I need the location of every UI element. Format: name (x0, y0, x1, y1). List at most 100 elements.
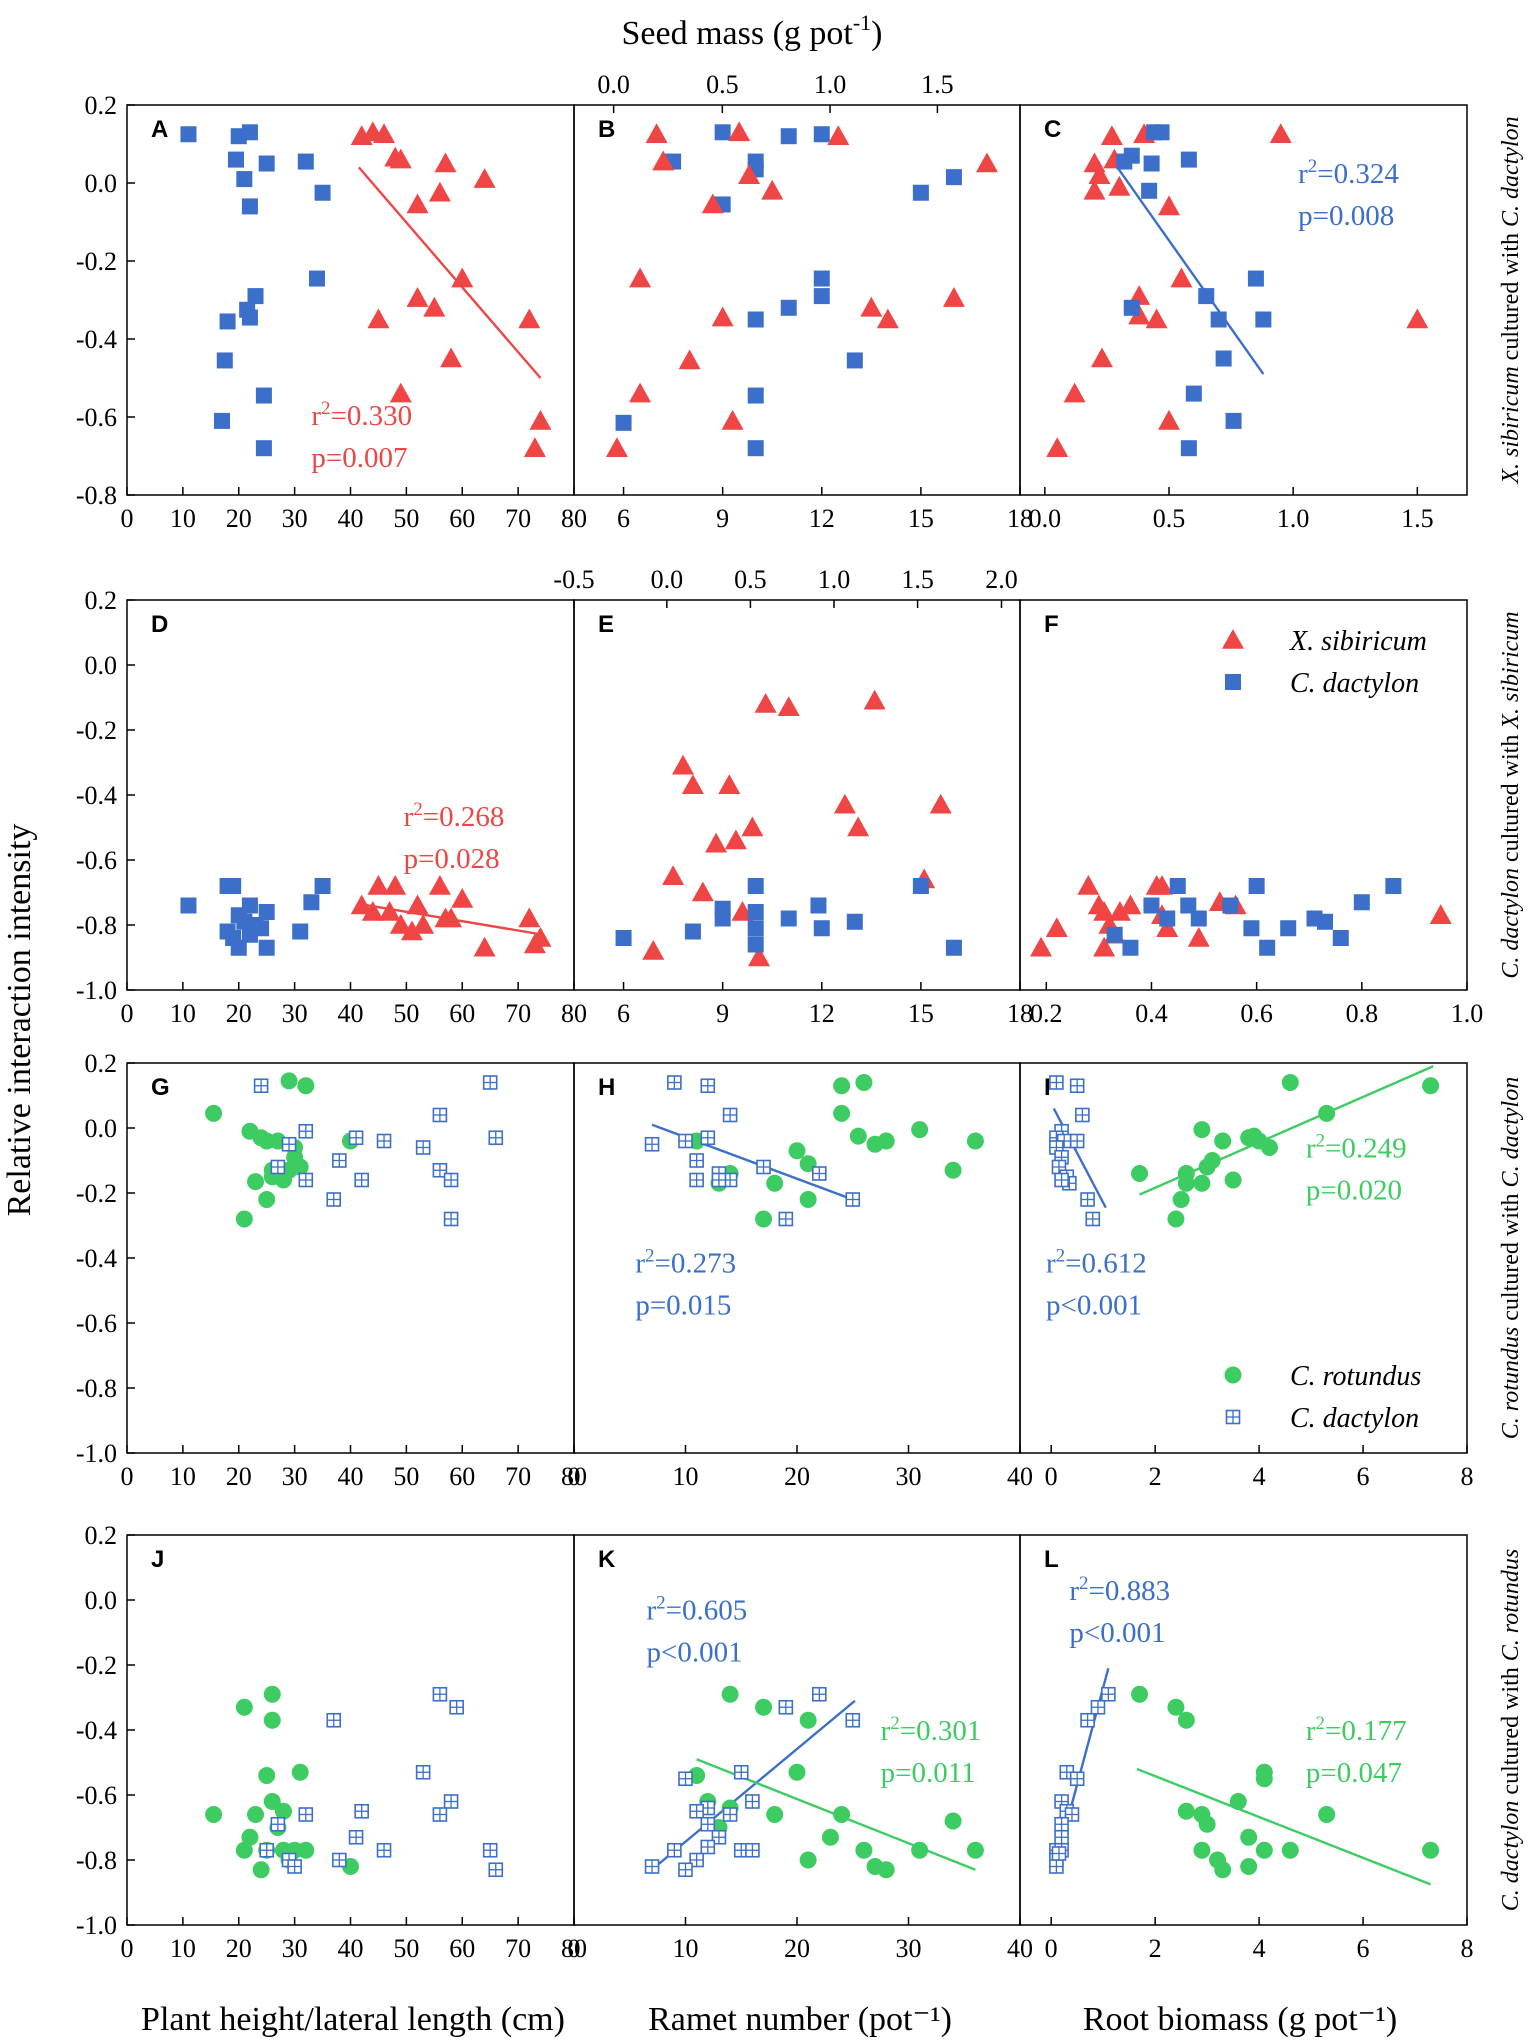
data-point (443, 1211, 459, 1227)
data-point (1210, 311, 1227, 328)
data-point (833, 1806, 851, 1823)
data-point (780, 299, 797, 316)
data-point (274, 1171, 292, 1189)
x-tick-label: 8 (1461, 1462, 1474, 1491)
data-point (1143, 897, 1160, 914)
data-point (700, 1130, 716, 1146)
data-point (846, 352, 863, 369)
data-point (1224, 1171, 1242, 1189)
data-point (629, 382, 652, 403)
data-point (811, 1166, 827, 1181)
x-tick-label: 8 (1461, 1934, 1474, 1963)
panel-H: H 0 10 20 30 40 r2=0.273 p=0.015 (568, 1062, 1033, 1491)
data-point (235, 1841, 253, 1859)
r-squared-label: r2=0.883 (1069, 1573, 1170, 1607)
y-tick-label: -0.8 (76, 911, 117, 940)
data-point (297, 1841, 315, 1859)
x-tick-label: 10 (170, 1934, 196, 1963)
data-point (348, 1829, 364, 1845)
data-point (423, 296, 446, 317)
data-point (1187, 927, 1210, 947)
data-point (681, 774, 704, 795)
data-point (678, 1133, 693, 1149)
data-point (297, 1077, 315, 1095)
data-point (1100, 125, 1123, 145)
data-point (406, 193, 429, 214)
top-tick-label: 0.0 (597, 70, 630, 99)
data-point (605, 437, 628, 457)
data-point (714, 910, 731, 927)
y-tick-label: -0.6 (76, 846, 117, 875)
x-tick-label: 10 (673, 1462, 699, 1491)
data-point (1158, 195, 1180, 216)
data-point (912, 184, 929, 201)
data-point (1159, 910, 1176, 927)
data-point (833, 1077, 851, 1095)
data-point (1422, 1077, 1440, 1095)
x-tick-label: 15 (908, 504, 934, 533)
data-point (1106, 926, 1123, 943)
data-point (718, 774, 741, 795)
data-point (721, 409, 744, 430)
data-point (755, 1698, 773, 1716)
data-point (1170, 267, 1193, 288)
data-point (788, 1763, 806, 1781)
data-point (529, 409, 552, 430)
x-tick-label: 20 (226, 1934, 252, 1963)
p-value-label: p=0.047 (1306, 1757, 1402, 1789)
data-point (701, 193, 724, 214)
x-tick-label: 30 (282, 1934, 308, 1963)
panel-G: G 0 10 20 30 40 50 60 70 80 -1.0 -0.8 -0.6 -0.4 -0.2 0.… (76, 1049, 587, 1491)
data-point (1180, 440, 1197, 457)
data-point (270, 1816, 286, 1832)
y-tick-label: -0.2 (76, 1179, 117, 1208)
data-point (1169, 878, 1186, 894)
data-point (1185, 385, 1202, 402)
y-tick-label: -0.4 (76, 1244, 117, 1273)
data-point (241, 124, 258, 141)
data-point (1180, 151, 1197, 168)
top-tick-label: 2.0 (985, 565, 1018, 594)
row-title: X. sibiricum cultured with C. dactylon (1498, 116, 1524, 484)
x-tick-label: 18 (1007, 504, 1033, 533)
data-point (691, 881, 714, 902)
data-point (1353, 894, 1370, 911)
data-point (400, 920, 423, 941)
data-point (714, 124, 731, 141)
legend-label: C. dactylon (1290, 668, 1419, 699)
data-point (247, 288, 264, 305)
x-tick-label: 20 (226, 999, 252, 1028)
x-tick-label: 20 (226, 1462, 252, 1491)
data-point (1063, 382, 1086, 403)
data-point (1245, 1127, 1263, 1145)
data-point (721, 1685, 739, 1703)
top-tick-label: 0.0 (651, 565, 684, 594)
data-point (332, 1852, 347, 1868)
data-point (975, 152, 998, 173)
x-tick-label: 50 (393, 1934, 419, 1963)
x-tick-label: 40 (338, 1462, 364, 1491)
x-tick-label: 10 (673, 1934, 699, 1963)
data-point (219, 313, 236, 330)
x-tick-label: 0 (568, 1462, 581, 1491)
data-point (645, 123, 668, 144)
x-tick-label: 0.6 (1240, 999, 1273, 1028)
data-point (755, 1210, 773, 1228)
data-point (813, 920, 830, 937)
data-point (711, 1829, 727, 1845)
panel-frame (126, 1062, 575, 1454)
x-tick-label: 70 (505, 1934, 531, 1963)
x-tick-label: 1.0 (1451, 999, 1484, 1028)
data-point (255, 440, 272, 457)
data-point (724, 829, 747, 850)
legend-I: C. rotundus C. dactylon (1224, 1361, 1421, 1434)
data-point (1090, 347, 1113, 368)
data-point (833, 1104, 851, 1122)
r-squared-label: r2=0.612 (1046, 1246, 1147, 1280)
data-point (440, 347, 463, 368)
data-point (518, 308, 541, 329)
data-point (253, 920, 270, 937)
data-point (1190, 910, 1207, 927)
data-point (378, 901, 401, 921)
panel-letter: D (151, 611, 168, 638)
